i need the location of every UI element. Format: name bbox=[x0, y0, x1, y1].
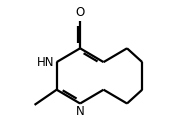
Text: HN: HN bbox=[36, 56, 54, 69]
Text: N: N bbox=[76, 105, 84, 118]
Text: O: O bbox=[76, 6, 85, 19]
